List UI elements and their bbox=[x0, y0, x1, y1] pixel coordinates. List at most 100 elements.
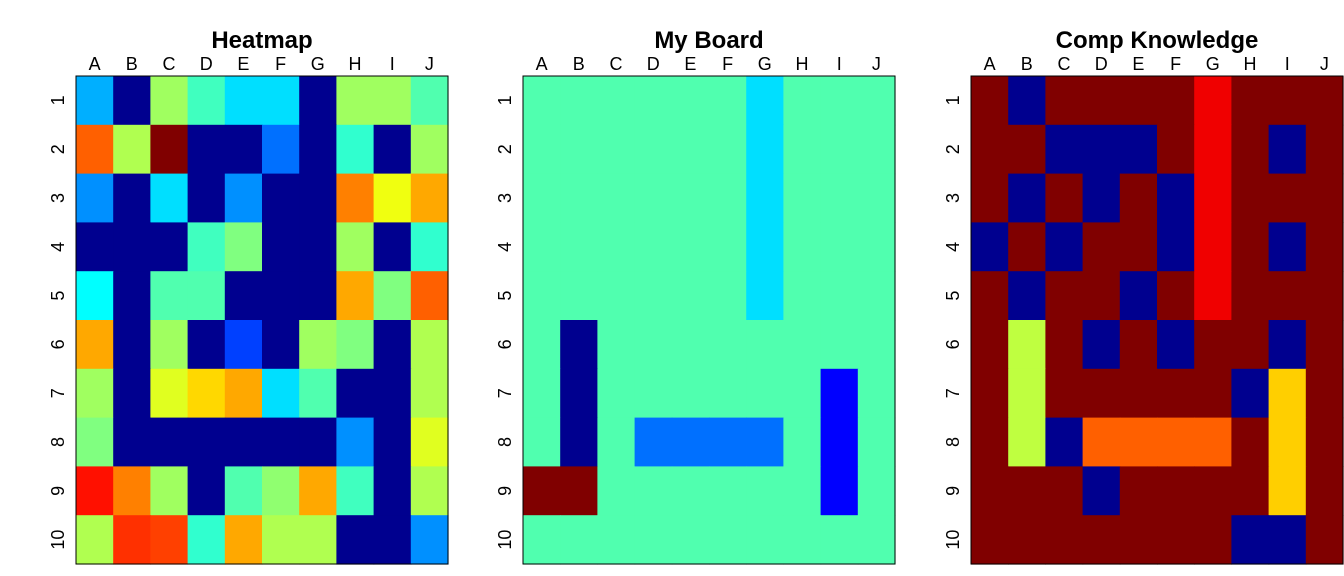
heatmap-cell bbox=[820, 76, 859, 126]
heatmap-cell bbox=[783, 320, 822, 370]
heatmap-cell bbox=[1082, 271, 1121, 321]
heatmap-cell bbox=[971, 466, 1009, 516]
heatmap-cell bbox=[857, 515, 896, 565]
heatmap-cell bbox=[709, 173, 747, 223]
heatmap-cell bbox=[187, 368, 226, 419]
heatmap-cell bbox=[1194, 222, 1232, 272]
heatmap-cell bbox=[1082, 222, 1121, 272]
heatmap-cell bbox=[336, 466, 375, 516]
heatmap-cell bbox=[373, 417, 412, 467]
heatmap-cell bbox=[820, 368, 859, 419]
heatmap-cell bbox=[262, 417, 300, 467]
heatmap-cell bbox=[971, 124, 1009, 175]
heatmap-cell bbox=[187, 515, 226, 565]
heatmap-cell bbox=[1157, 173, 1195, 223]
heatmap-cell bbox=[746, 173, 784, 223]
heatmap-cell bbox=[1008, 173, 1046, 223]
heatmap-cell bbox=[187, 124, 226, 175]
heatmap-cell bbox=[262, 368, 300, 419]
heatmap-cell bbox=[1194, 76, 1232, 126]
heatmap-cell bbox=[1305, 124, 1344, 175]
row-tick-label: 3 bbox=[495, 193, 515, 203]
heatmap-cell bbox=[1231, 417, 1270, 467]
column-tick-label: H bbox=[796, 54, 809, 74]
heatmap-cell bbox=[671, 368, 710, 419]
heatmap-cell bbox=[857, 417, 896, 467]
heatmap-cell bbox=[1119, 76, 1158, 126]
heatmap-cell bbox=[373, 76, 412, 126]
column-tick-label: H bbox=[349, 54, 362, 74]
heatmap-cell bbox=[150, 271, 189, 321]
heatmap-cell bbox=[597, 222, 636, 272]
heatmap-cell bbox=[1045, 271, 1084, 321]
heatmap-cell bbox=[560, 173, 598, 223]
heatmap-cell bbox=[1082, 76, 1121, 126]
column-tick-label: A bbox=[536, 54, 548, 74]
heatmap-cell bbox=[76, 222, 114, 272]
heatmap-cell bbox=[187, 466, 226, 516]
heatmap-cell bbox=[1008, 417, 1046, 467]
heatmap-cell bbox=[783, 271, 822, 321]
heatmap-cell bbox=[671, 124, 710, 175]
row-tick-label: 1 bbox=[48, 95, 68, 105]
row-tick-label: 8 bbox=[943, 437, 963, 447]
heatmap-cell bbox=[634, 466, 673, 516]
heatmap-cell bbox=[857, 320, 896, 370]
heatmap-cell bbox=[1231, 222, 1270, 272]
heatmap-cell bbox=[113, 417, 151, 467]
heatmap-cell bbox=[150, 368, 189, 419]
row-tick-label: 1 bbox=[495, 95, 515, 105]
heatmap-cell bbox=[373, 173, 412, 223]
heatmap-cell bbox=[820, 173, 859, 223]
column-tick-label: I bbox=[837, 54, 842, 74]
heatmap-cell bbox=[1008, 76, 1046, 126]
heatmap-cell bbox=[597, 320, 636, 370]
heatmap-cell bbox=[113, 271, 151, 321]
heatmap-cell bbox=[1082, 173, 1121, 223]
chart-title: Heatmap bbox=[211, 27, 312, 54]
row-tick-label: 5 bbox=[48, 291, 68, 301]
heatmap-cell bbox=[560, 417, 598, 467]
heatmap-cell bbox=[113, 368, 151, 419]
column-tick-label: E bbox=[237, 54, 249, 74]
column-tick-label: J bbox=[872, 54, 881, 74]
heatmap-cell bbox=[971, 320, 1009, 370]
heatmap-cell bbox=[299, 173, 337, 223]
heatmap-cell bbox=[597, 271, 636, 321]
heatmap-cell bbox=[336, 515, 375, 565]
heatmap-cell bbox=[187, 271, 226, 321]
heatmap-cell bbox=[150, 417, 189, 467]
heatmap-cell bbox=[1268, 124, 1307, 175]
panel-1: Heatmap A B C D E F G H I J 1 2 3 4 5 6 7 8 9 10 bbox=[48, 27, 449, 565]
heatmap-cell bbox=[634, 271, 673, 321]
heatmap-cell bbox=[671, 466, 710, 516]
heatmap-cell bbox=[560, 320, 598, 370]
heatmap-cell bbox=[410, 271, 449, 321]
heatmap-cell bbox=[820, 417, 859, 467]
row-tick-label: 4 bbox=[495, 242, 515, 252]
row-tick-label: 7 bbox=[495, 388, 515, 398]
heatmap-cell bbox=[634, 173, 673, 223]
column-tick-label: I bbox=[1285, 54, 1290, 74]
heatmap-cell bbox=[336, 368, 375, 419]
heatmap-cell bbox=[783, 124, 822, 175]
plot-frame bbox=[522, 75, 896, 565]
heatmap-cell bbox=[262, 222, 300, 272]
heatmap-cell bbox=[150, 222, 189, 272]
row-tick-label: 6 bbox=[943, 339, 963, 349]
heatmap-cell bbox=[262, 320, 300, 370]
heatmap-cell bbox=[709, 124, 747, 175]
heatmap-cell bbox=[1194, 466, 1232, 516]
heatmap-cell bbox=[597, 466, 636, 516]
column-tick-label: E bbox=[1132, 54, 1144, 74]
heatmap-cell bbox=[150, 76, 189, 126]
heatmap-cell bbox=[597, 368, 636, 419]
heatmap-cell bbox=[224, 466, 263, 516]
heatmap-cell bbox=[76, 320, 114, 370]
heatmap-cell bbox=[336, 222, 375, 272]
heatmap-cell bbox=[783, 515, 822, 565]
heatmap-cell bbox=[783, 417, 822, 467]
heatmap-cell bbox=[410, 417, 449, 467]
heatmap-cell bbox=[820, 320, 859, 370]
heatmap-cell bbox=[1157, 124, 1195, 175]
